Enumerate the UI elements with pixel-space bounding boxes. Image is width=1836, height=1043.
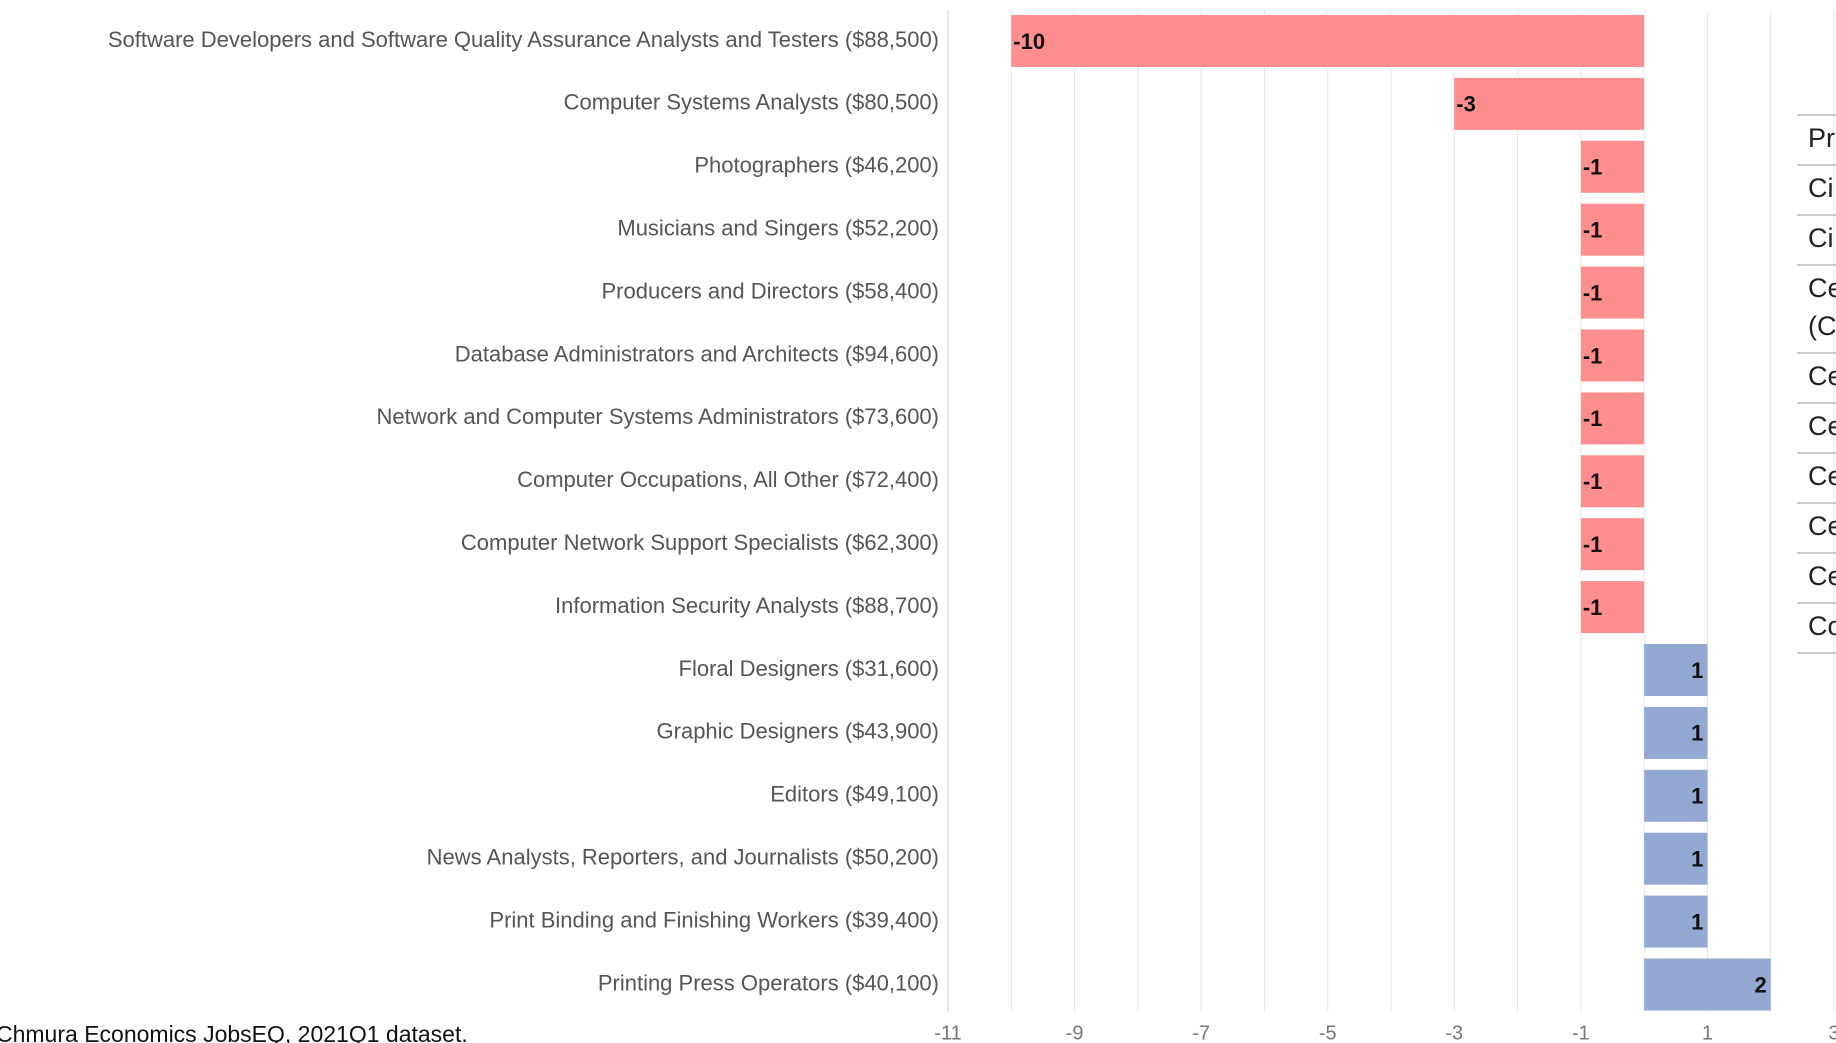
category-label: Information Security Analysts ($88,700): [555, 593, 939, 618]
table-cell: Pr: [1808, 123, 1835, 153]
x-tick-label: -1: [1572, 1022, 1590, 1043]
bar: [1580, 140, 1645, 193]
category-label: Musicians and Singers ($52,200): [617, 216, 939, 241]
bar: [1580, 392, 1645, 445]
table-cell: Ce: [1808, 411, 1836, 441]
value-label: -1: [1583, 343, 1603, 368]
value-label: -1: [1583, 532, 1603, 557]
value-label: 1: [1691, 721, 1703, 746]
category-label: Network and Computer Systems Administrat…: [377, 404, 939, 429]
value-label: -1: [1583, 280, 1603, 305]
table-cell: Ce: [1808, 461, 1836, 491]
bar: [1580, 329, 1645, 382]
category-label: Floral Designers ($31,600): [679, 656, 939, 681]
bar: [1644, 895, 1708, 948]
table-cell: Ce: [1808, 561, 1836, 591]
value-label: -1: [1583, 469, 1603, 494]
value-label: 1: [1691, 909, 1703, 934]
table-cell: Ce: [1808, 511, 1836, 541]
bar: [1580, 266, 1645, 319]
bar: [1644, 958, 1771, 1011]
x-tick-label: -7: [1192, 1022, 1210, 1043]
bar: [1454, 77, 1645, 130]
category-label: Computer Network Support Specialists ($6…: [461, 530, 939, 555]
category-label: News Analysts, Reporters, and Journalist…: [427, 845, 939, 870]
value-label: -1: [1583, 155, 1603, 180]
category-label: Printing Press Operators ($40,100): [598, 970, 939, 995]
category-label: Producers and Directors ($58,400): [602, 278, 940, 303]
value-label: 2: [1754, 972, 1766, 997]
table-cell: Ce: [1808, 361, 1836, 391]
bar: [1580, 203, 1645, 256]
value-label: -3: [1456, 92, 1476, 117]
category-label: Database Administrators and Architects (…: [455, 341, 939, 366]
value-label: 1: [1691, 658, 1703, 683]
bar: [1011, 15, 1645, 67]
value-label: -1: [1583, 595, 1603, 620]
table-cell: Ci: [1808, 223, 1834, 253]
table-cell: (C: [1808, 311, 1836, 341]
bar: [1644, 706, 1708, 759]
bar: [1644, 832, 1708, 885]
x-tick-label: 1: [1702, 1022, 1713, 1043]
category-label: Editors ($49,100): [770, 782, 939, 807]
x-tick-label: -11: [934, 1022, 961, 1043]
bar: [1644, 644, 1708, 696]
table-cell: Ci: [1808, 173, 1834, 203]
table-cell: Co: [1808, 611, 1836, 641]
category-label: Computer Systems Analysts ($80,500): [564, 90, 939, 115]
x-tick-label: 3: [1828, 1022, 1836, 1043]
value-label: 1: [1691, 784, 1703, 809]
x-tick-label: -9: [1066, 1022, 1084, 1043]
source-note: Chmura Economics JobsEQ, 2021Q1 dataset.: [0, 1021, 468, 1043]
bar: [1580, 581, 1645, 634]
category-label: Print Binding and Finishing Workers ($39…: [489, 907, 939, 932]
category-label: Graphic Designers ($43,900): [657, 719, 939, 744]
value-label: -10: [1013, 29, 1045, 54]
bar: [1580, 518, 1645, 571]
value-label: 1: [1691, 847, 1703, 872]
category-label: Computer Occupations, All Other ($72,400…: [517, 467, 939, 492]
bar: [1580, 455, 1645, 508]
value-label: -1: [1583, 218, 1603, 243]
table-cell: Ce: [1808, 273, 1836, 303]
category-label: Software Developers and Software Quality…: [108, 27, 939, 52]
bar: [1644, 769, 1708, 822]
x-tick-label: -3: [1445, 1022, 1463, 1043]
value-label: -1: [1583, 406, 1603, 431]
category-label: Photographers ($46,200): [694, 153, 939, 178]
x-tick-label: -5: [1319, 1022, 1337, 1043]
